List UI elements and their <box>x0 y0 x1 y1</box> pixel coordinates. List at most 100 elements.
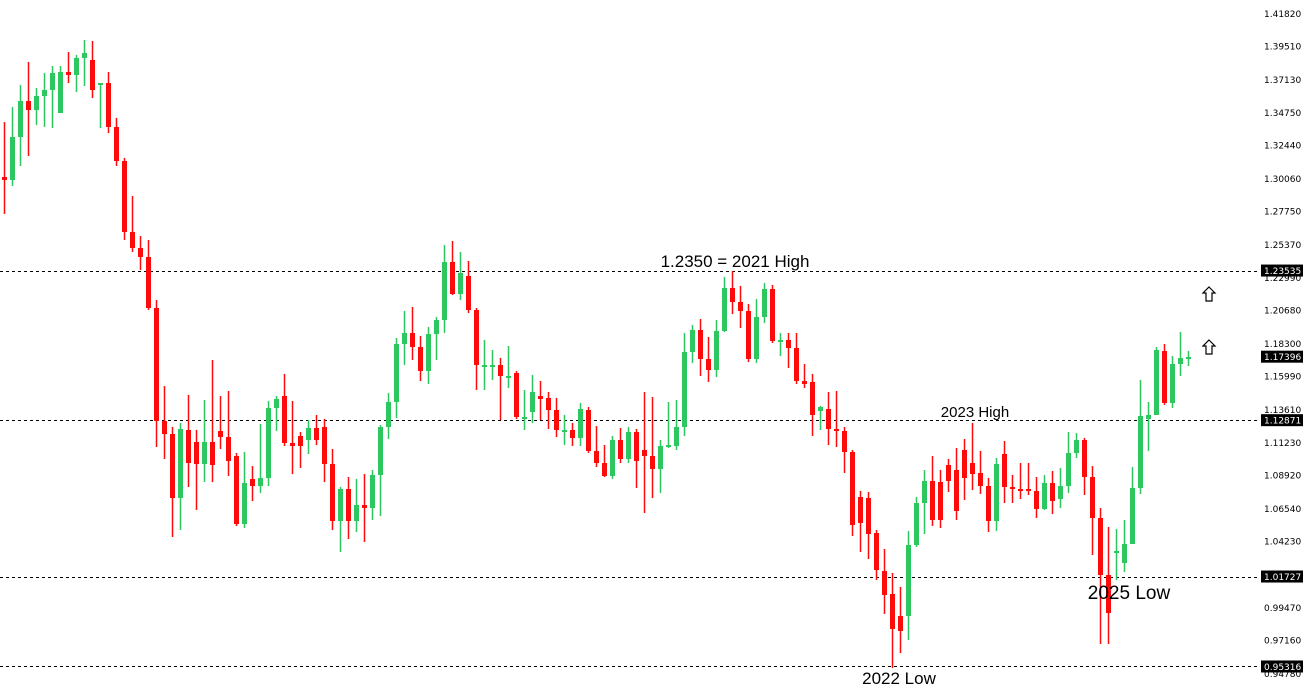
candle <box>90 41 95 98</box>
candle <box>978 451 983 494</box>
candle <box>754 299 759 363</box>
price-tag-bg <box>1261 660 1303 673</box>
candle <box>578 403 583 446</box>
candle <box>162 386 167 459</box>
price-tags: 1.23535 1.17396 1.12871 1.01727 0.95316 <box>1261 264 1303 673</box>
candle-body <box>1010 487 1015 489</box>
candle <box>258 424 263 493</box>
candle <box>306 420 311 454</box>
candle <box>1066 432 1071 493</box>
price-tag-bg <box>1261 264 1303 277</box>
candle <box>250 466 255 501</box>
candle-body <box>58 72 63 113</box>
candle-body <box>690 330 695 352</box>
candle-body <box>1186 357 1191 359</box>
candle-body <box>370 475 375 508</box>
candle <box>970 423 975 490</box>
candle-body <box>330 464 335 521</box>
candle-body <box>834 429 839 431</box>
candle-body <box>482 365 487 367</box>
candle <box>338 487 343 552</box>
candle-body <box>842 431 847 452</box>
candle <box>538 381 543 420</box>
candle <box>594 426 599 467</box>
candle <box>210 360 215 482</box>
candle-body <box>66 72 71 75</box>
candle <box>458 252 463 300</box>
candle <box>394 338 399 418</box>
candle <box>282 374 287 446</box>
candle-body <box>938 482 943 520</box>
price-tag-bg <box>1261 570 1303 583</box>
candle <box>466 261 471 313</box>
candle-body <box>634 432 639 461</box>
candle-body <box>458 273 463 294</box>
candle <box>426 327 431 384</box>
candle <box>930 456 935 526</box>
candle-body <box>274 399 279 408</box>
candle <box>34 88 39 125</box>
candle <box>714 320 719 377</box>
candle <box>554 398 559 437</box>
up-arrow-icon <box>1201 286 1217 302</box>
candle-body <box>90 60 95 90</box>
candle <box>410 307 415 360</box>
candle-body <box>746 311 751 359</box>
candle <box>738 286 743 328</box>
candle-body <box>490 365 495 367</box>
price-tag-label: 1.01727 <box>1264 573 1301 583</box>
candle <box>834 391 839 447</box>
candle-body <box>1178 358 1183 364</box>
candle <box>602 445 607 477</box>
candle <box>170 427 175 537</box>
candle <box>922 470 927 534</box>
candle <box>450 241 455 295</box>
candle <box>314 415 319 445</box>
candle <box>1090 466 1095 555</box>
candle-body <box>642 450 647 456</box>
candle-body <box>578 409 583 438</box>
candle-body <box>1074 440 1079 453</box>
candle <box>114 118 119 166</box>
candle-body <box>682 352 687 427</box>
candle-body <box>666 445 671 447</box>
candle-body <box>730 288 735 302</box>
candle-body <box>194 442 199 464</box>
candle-body <box>138 248 143 257</box>
candle <box>890 573 895 668</box>
up-arrow-icon <box>1201 339 1217 355</box>
candle-body <box>978 473 983 486</box>
candle <box>106 72 111 133</box>
candle-body <box>706 359 711 370</box>
candle <box>474 308 479 390</box>
candle <box>490 350 495 380</box>
candle-body <box>242 483 247 524</box>
candle-body <box>178 429 183 498</box>
candle-body <box>170 434 175 498</box>
y-tick-label: 1.34750 <box>1264 109 1301 119</box>
candle-body <box>1138 416 1143 488</box>
candle <box>290 401 295 474</box>
candle-body <box>650 456 655 469</box>
candle <box>138 236 143 270</box>
candle <box>778 333 783 356</box>
candle <box>530 375 535 423</box>
candle-body <box>602 463 607 476</box>
y-tick-label: 1.18300 <box>1264 340 1301 350</box>
annotations: 1.2350 = 2021 High 2023 High 2025 Low 2022 … <box>661 252 1171 688</box>
candle-body <box>1002 454 1007 487</box>
candle <box>618 428 623 463</box>
candle-body <box>1098 518 1103 575</box>
candle-body <box>34 96 39 110</box>
price-tag-bg <box>1261 350 1303 363</box>
candle <box>330 449 335 530</box>
candle <box>74 55 79 92</box>
y-tick-label: 0.94780 <box>1264 670 1301 680</box>
candle <box>898 587 903 653</box>
candle-body <box>346 489 351 521</box>
candle <box>98 83 103 128</box>
candle <box>690 325 695 363</box>
candle-body <box>762 289 767 317</box>
candle-body <box>1058 486 1063 499</box>
